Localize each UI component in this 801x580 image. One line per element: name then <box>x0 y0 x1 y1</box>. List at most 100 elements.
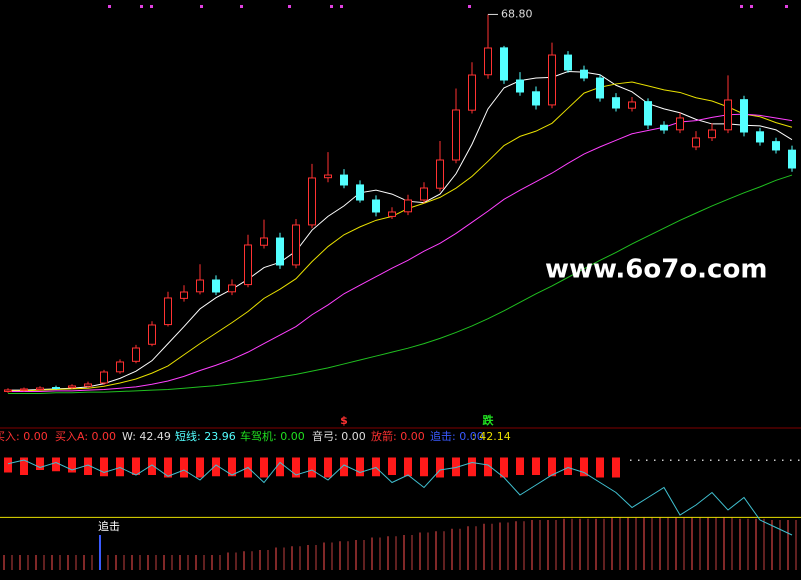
hold-bar <box>484 457 492 477</box>
indicator-label: : 42.14 <box>472 430 511 443</box>
candle-body <box>436 159 444 189</box>
candle-body <box>244 244 252 286</box>
candle-body <box>276 237 284 266</box>
hold-bar <box>196 457 204 478</box>
candle-body <box>228 284 236 293</box>
indicator-line <box>7 459 793 536</box>
hold-bar <box>340 457 348 477</box>
top-dots <box>108 5 788 8</box>
candle-body <box>612 97 620 109</box>
dotted-line <box>782 459 784 461</box>
dotted-line <box>758 459 760 461</box>
candle-body <box>36 387 44 391</box>
hold-bar <box>4 457 12 473</box>
candle-body <box>532 91 540 106</box>
hold-bar <box>372 457 380 477</box>
hold-bar <box>580 457 588 477</box>
hold-bar <box>132 457 140 475</box>
candle-body <box>404 199 412 213</box>
ma-line <box>8 70 793 391</box>
hold-bar <box>548 457 556 477</box>
candle-body <box>356 184 364 201</box>
dotted-line <box>702 459 704 461</box>
dotted-line <box>718 459 720 461</box>
ma-line <box>8 81 793 392</box>
candle-body <box>100 371 108 384</box>
dotted-line <box>678 459 680 461</box>
dotted-line <box>742 459 744 461</box>
indicator-label: 放箭: 0.00 <box>371 429 425 443</box>
hold-bar <box>180 457 188 478</box>
candle-body <box>548 54 556 106</box>
dotted-line <box>710 459 712 461</box>
hold-bar <box>404 457 412 477</box>
hold-bar <box>212 457 220 477</box>
candle-body <box>772 141 780 151</box>
hold-bar <box>516 457 524 475</box>
dotted-line <box>798 459 800 461</box>
watermark: www.6o7o.com <box>545 255 767 285</box>
candle-body <box>372 199 380 213</box>
hold-bar <box>116 457 124 477</box>
candle-body <box>132 347 140 362</box>
candle-body <box>644 101 652 126</box>
indicator-label: W: 42.49 <box>122 430 171 443</box>
candle-body <box>756 131 764 143</box>
dotted-line <box>646 459 648 461</box>
candle-body <box>788 149 796 169</box>
candle-body <box>340 174 348 186</box>
candle-body <box>740 99 748 133</box>
hold-bar <box>36 457 44 470</box>
hold-bar <box>436 457 444 478</box>
candle-body <box>692 137 700 148</box>
dotted-line <box>638 459 640 461</box>
indicator-label: 音弓: 0.00 <box>312 429 366 443</box>
dotted-line <box>630 459 632 461</box>
indicator-label: 买入: 0.00 <box>0 430 48 443</box>
signal-marker: $ <box>340 414 348 427</box>
candle-body <box>420 187 428 201</box>
candle-body <box>308 177 316 226</box>
dotted-line <box>726 459 728 461</box>
hold-bar <box>388 457 396 475</box>
dotted-line <box>766 459 768 461</box>
hold-bar <box>324 457 332 478</box>
dotted-line <box>790 459 792 461</box>
candle-body <box>452 109 460 161</box>
dotted-line <box>654 459 656 461</box>
hold-bar <box>308 457 316 478</box>
dotted-line <box>662 459 664 461</box>
candle-body <box>580 69 588 79</box>
hold-bar <box>356 457 364 477</box>
indicator-label: 短线: 23.96 <box>175 429 236 443</box>
hold-bar <box>148 457 156 475</box>
candle-body <box>212 279 220 293</box>
hold-bar <box>84 457 92 475</box>
candle-body <box>708 129 716 139</box>
candle-body <box>4 389 12 392</box>
hold-bar <box>500 457 508 478</box>
candle-body <box>468 74 476 111</box>
candle-body <box>68 385 76 389</box>
ma-line <box>8 174 793 394</box>
candle-body <box>596 77 604 99</box>
high-label: 68.80 <box>501 7 533 20</box>
signal-marker: 跌 <box>483 413 495 427</box>
candle-body <box>148 324 156 345</box>
hold-bar <box>452 457 460 477</box>
hold-bar <box>20 457 28 475</box>
dotted-line <box>694 459 696 461</box>
dotted-line <box>774 459 776 461</box>
candle-body <box>484 47 492 76</box>
indicator-label: 买入A: 0.00 <box>55 430 116 443</box>
hold-bar <box>468 457 476 477</box>
hold-bar <box>164 457 172 478</box>
hold-bar <box>564 457 572 475</box>
candle-body <box>324 174 332 179</box>
hold-bar <box>260 457 268 478</box>
candle-body <box>724 99 732 131</box>
candle-body <box>196 279 204 293</box>
candle-body <box>676 117 684 131</box>
signal-label: 追击 <box>98 519 120 533</box>
